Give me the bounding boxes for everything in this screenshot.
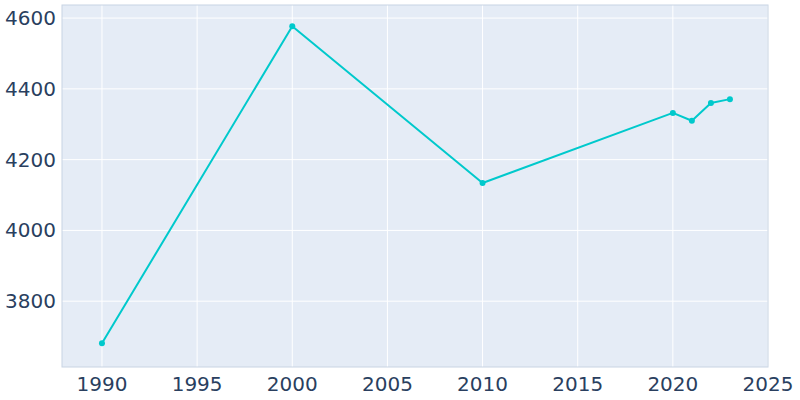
data-point — [708, 100, 714, 106]
y-tick-label: 4600 — [5, 6, 56, 30]
x-grid-line — [101, 5, 102, 367]
x-tick-label: 2020 — [647, 372, 698, 396]
x-tick-label: 2015 — [552, 372, 603, 396]
y-tick-label: 4000 — [5, 218, 56, 242]
y-grid-line — [62, 159, 768, 160]
x-grid-line — [672, 5, 673, 367]
y-grid-line — [62, 88, 768, 89]
y-grid-line — [62, 230, 768, 231]
plot-background — [62, 5, 768, 367]
data-point — [727, 96, 733, 102]
x-grid-line — [387, 5, 388, 367]
x-grid-line — [577, 5, 578, 367]
x-grid-line — [482, 5, 483, 367]
x-grid-line — [292, 5, 293, 367]
x-tick-label: 1995 — [172, 372, 223, 396]
y-tick-label: 4200 — [5, 148, 56, 172]
data-point — [289, 23, 295, 29]
data-point — [99, 340, 105, 346]
plot-frame — [62, 5, 768, 367]
plot-area — [99, 23, 733, 346]
x-tick-label: 2025 — [743, 372, 794, 396]
data-point — [480, 180, 486, 186]
chart: 1990 1995 2000 2005 2010 2015 2020 2025 3800 4000… — [0, 0, 800, 400]
data-line — [102, 26, 730, 343]
y-tick-label: 4400 — [5, 77, 56, 101]
data-point — [689, 118, 695, 124]
x-tick-label: 2010 — [457, 372, 508, 396]
y-grid-line — [62, 18, 768, 19]
y-grid-line — [62, 301, 768, 302]
x-tick-label: 1990 — [77, 372, 128, 396]
y-tick-label: 3800 — [5, 289, 56, 313]
x-tick-label: 2000 — [267, 372, 318, 396]
x-tick-label: 2005 — [362, 372, 413, 396]
data-point — [670, 110, 676, 116]
